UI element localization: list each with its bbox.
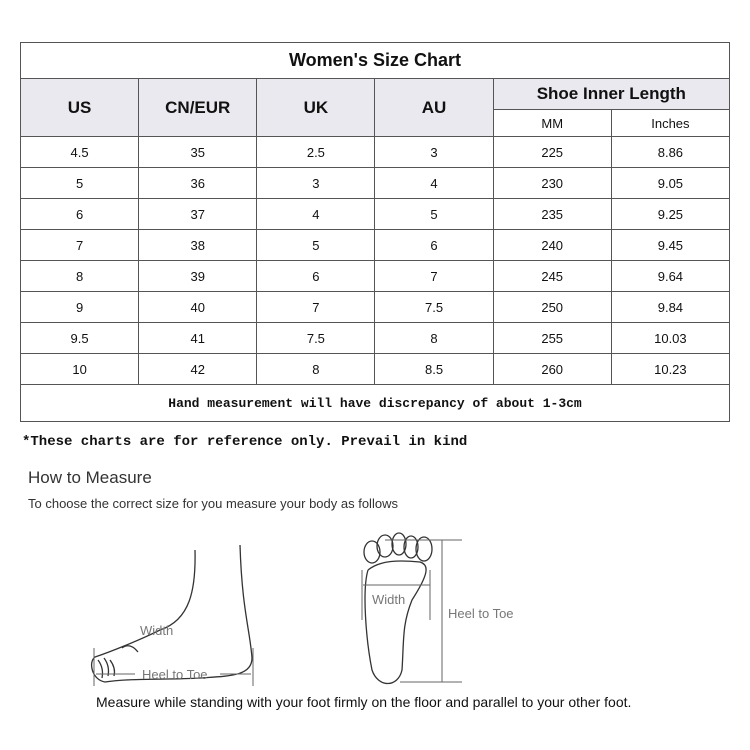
side-length-arrow — [93, 648, 254, 686]
table-cell: 235 — [492, 198, 612, 230]
table-cell: 225 — [492, 136, 612, 168]
table-cell: 10 — [19, 353, 140, 385]
table-row: 5 36 3 4 230 9.05 — [19, 167, 731, 199]
table-cell: 255 — [492, 322, 612, 354]
table-cell: 6 — [374, 229, 494, 261]
table-cell: 250 — [492, 291, 612, 323]
table-cell: 6 — [19, 198, 140, 230]
side-width-label: Width — [140, 623, 173, 638]
table-footer-note: Hand measurement will have discrepancy o… — [20, 384, 730, 422]
table-cell: 3 — [256, 167, 376, 199]
table-title: Women's Size Chart — [20, 42, 730, 79]
table-cell: 6 — [256, 260, 376, 292]
table-cell: 7 — [19, 229, 140, 261]
how-to-title: How to Measure — [28, 468, 152, 487]
table-cell: 230 — [492, 167, 612, 199]
table-cell: 260 — [492, 353, 612, 385]
table-cell: 240 — [492, 229, 612, 261]
table-cell: 38 — [138, 229, 258, 261]
how-to-subtitle: To choose the correct size for you measu… — [28, 496, 398, 511]
table-row: 7 38 5 6 240 9.45 — [19, 229, 731, 261]
table-cell: 7 — [374, 260, 494, 292]
table-cell: 9 — [19, 291, 140, 323]
header-uk: UK — [256, 78, 376, 137]
measure-caption: Measure while standing with your foot fi… — [96, 694, 632, 710]
header-us: US — [19, 78, 140, 137]
table-cell: 7 — [256, 291, 376, 323]
header-mm: MM — [492, 109, 612, 137]
sole-measure-lines — [361, 539, 462, 683]
table-cell: 8.5 — [374, 353, 494, 385]
table-cell: 4.5 — [19, 136, 140, 168]
table-cell: 5 — [19, 167, 140, 199]
header-au: AU — [374, 78, 494, 137]
table-cell: 3 — [374, 136, 494, 168]
table-row: 9 40 7 7.5 250 9.84 — [19, 291, 731, 323]
table-cell: 8 — [256, 353, 376, 385]
table-cell: 2.5 — [256, 136, 376, 168]
size-chart-table: Women's Size Chart US CN/EUR UK AU Shoe … — [19, 42, 731, 422]
table-cell: 8 — [19, 260, 140, 292]
table-row: 8 39 6 7 245 9.64 — [19, 260, 731, 292]
table-cell: 245 — [492, 260, 612, 292]
side-foot-icon — [91, 544, 253, 683]
sole-width-label: Width — [372, 592, 405, 607]
table-row: 9.5 41 7.5 8 255 10.03 — [19, 322, 731, 354]
sole-foot-icon — [363, 532, 433, 685]
table-cell: 9.25 — [610, 198, 731, 230]
table-cell: 40 — [138, 291, 258, 323]
table-cell: 42 — [138, 353, 258, 385]
table-cell: 8 — [374, 322, 494, 354]
table-cell: 36 — [138, 167, 258, 199]
table-cell: 4 — [256, 198, 376, 230]
table-cell: 10.03 — [610, 322, 731, 354]
table-cell: 5 — [374, 198, 494, 230]
header-inches: Inches — [610, 109, 731, 137]
reference-note: *These charts are for reference only. Pr… — [22, 434, 468, 450]
table-cell: 4 — [374, 167, 494, 199]
table-cell: 7.5 — [374, 291, 494, 323]
sole-length-label: Heel to Toe — [448, 606, 514, 621]
table-cell: 9.84 — [610, 291, 731, 323]
table-row: 10 42 8 8.5 260 10.23 — [19, 353, 731, 385]
table-cell: 5 — [256, 229, 376, 261]
table-cell: 35 — [138, 136, 258, 168]
table-cell: 37 — [138, 198, 258, 230]
table-cell: 7.5 — [256, 322, 376, 354]
table-cell: 10.23 — [610, 353, 731, 385]
table-cell: 9.05 — [610, 167, 731, 199]
table-cell: 9.5 — [19, 322, 140, 354]
table-cell: 41 — [138, 322, 258, 354]
table-cell: 9.64 — [610, 260, 731, 292]
header-shoe-inner-length: Shoe Inner Length — [492, 78, 731, 110]
header-cn-eur: CN/EUR — [138, 78, 258, 137]
table-cell: 8.86 — [610, 136, 731, 168]
table-cell: 9.45 — [610, 229, 731, 261]
table-row: 4.5 35 2.5 3 225 8.86 — [19, 136, 731, 168]
table-cell: 39 — [138, 260, 258, 292]
foot-measurement-illustration: Width Heel to Toe Width Heel to Toe — [91, 532, 514, 686]
side-length-label: Heel to Toe — [142, 667, 208, 682]
table-row: 6 37 4 5 235 9.25 — [19, 198, 731, 230]
